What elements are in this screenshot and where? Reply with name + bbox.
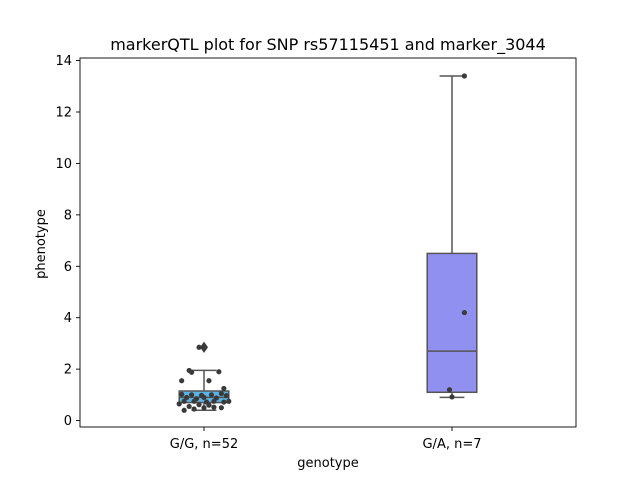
y-axis-label: phenotype [34, 209, 49, 279]
data-point [461, 309, 467, 316]
y-tick-label: 6 [64, 260, 72, 275]
data-point [189, 369, 195, 375]
plot-area [176, 73, 478, 413]
chart-title: markerQTL plot for SNP rs57115451 and ma… [110, 35, 546, 55]
data-point [223, 393, 229, 399]
data-point [211, 404, 217, 410]
box-group [426, 73, 478, 400]
data-point [216, 369, 222, 375]
y-tick-label: 2 [64, 363, 72, 378]
data-point [221, 399, 227, 405]
data-point [179, 378, 185, 384]
data-point [186, 403, 192, 410]
data-point [191, 406, 197, 412]
axes: 0 2 4 6 8 10 12 14 G/G, n=52 G/A, n=7 [55, 54, 577, 452]
y-tick-label: 0 [64, 414, 72, 429]
y-tick-label: 4 [64, 311, 72, 326]
x-axis-label: genotype [297, 456, 358, 471]
data-point [196, 344, 202, 350]
y-tick-label: 12 [55, 106, 72, 121]
data-point [449, 394, 455, 400]
data-point [191, 398, 197, 404]
data-point [221, 385, 227, 392]
y-tick-label: 8 [64, 208, 72, 223]
data-point [211, 398, 217, 404]
data-point [206, 378, 212, 384]
data-point [201, 405, 207, 411]
data-point [181, 398, 187, 404]
data-point [208, 392, 215, 398]
data-point [196, 402, 202, 408]
data-point [184, 394, 190, 401]
data-point [446, 387, 453, 393]
data-point [218, 390, 224, 397]
box-iqr [426, 252, 478, 394]
x-tick-label: G/A, n=7 [422, 437, 481, 452]
data-point [181, 407, 187, 413]
data-point [226, 398, 232, 404]
outlier-marker [200, 341, 208, 353]
box-group [176, 341, 232, 413]
data-point [176, 401, 182, 407]
y-tick-label: 14 [55, 54, 72, 69]
data-point [189, 392, 195, 398]
data-point [179, 391, 185, 397]
data-point [201, 394, 207, 401]
data-point [218, 405, 224, 411]
x-tick-label: G/G, n=52 [170, 437, 238, 452]
y-tick-label: 10 [55, 157, 72, 172]
data-point [461, 73, 467, 79]
data-point [206, 402, 212, 408]
plot-frame [79, 57, 577, 428]
